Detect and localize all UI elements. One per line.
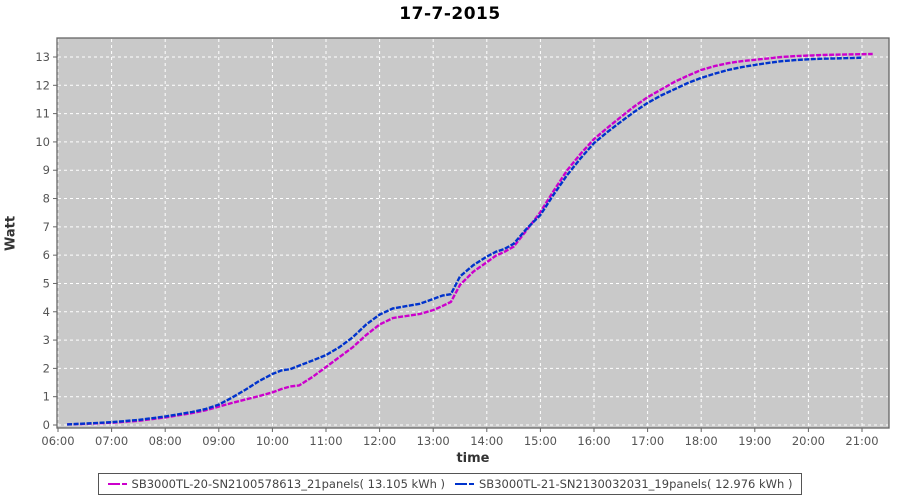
x-tick-label: 07:00: [95, 434, 128, 448]
legend: SB3000TL-20-SN2100578613_21panels( 13.10…: [0, 473, 900, 495]
chart-title: 17-7-2015: [399, 4, 501, 24]
y-tick-label: 9: [43, 163, 50, 177]
x-tick-label: 20:00: [792, 434, 825, 448]
series-line-swatch-magenta: [107, 483, 127, 485]
y-axis-label: Watt: [3, 215, 19, 252]
x-tick-label: 13:00: [417, 434, 450, 448]
x-tick-label: 10:00: [256, 434, 289, 448]
legend-label: SB3000TL-21-SN2130032031_19panels( 12.97…: [479, 477, 793, 491]
y-tick-label: 4: [43, 305, 50, 319]
legend-label: SB3000TL-20-SN2100578613_21panels( 13.10…: [131, 477, 445, 491]
x-tick-label: 18:00: [685, 434, 718, 448]
x-tick-label: 15:00: [524, 434, 557, 448]
x-tick-label: 06:00: [41, 434, 74, 448]
y-tick-label: 13: [35, 50, 50, 64]
x-tick-label: 14:00: [470, 434, 503, 448]
x-tick-label: 19:00: [738, 434, 771, 448]
legend-item-sb3000tl-20: SB3000TL-20-SN2100578613_21panels( 13.10…: [107, 477, 445, 491]
x-axis-label: time: [456, 451, 490, 466]
series-line-swatch-blue: [455, 483, 474, 485]
legend-box: SB3000TL-20-SN2100578613_21panels( 13.10…: [97, 473, 803, 495]
x-tick-label: 11:00: [309, 434, 342, 448]
legend-item-sb3000tl-21: SB3000TL-21-SN2130032031_19panels( 12.97…: [455, 477, 792, 491]
y-tick-label: 7: [43, 220, 50, 234]
y-tick-label: 10: [35, 135, 50, 149]
y-tick-label: 8: [43, 192, 50, 206]
y-tick-label: 12: [35, 78, 50, 92]
x-tick-label: 17:00: [631, 434, 664, 448]
y-tick-label: 0: [43, 418, 50, 432]
series-line: [67, 52, 873, 426]
x-tick-label: 21:00: [845, 434, 878, 448]
y-tick-label: 3: [43, 333, 50, 347]
y-tick-label: 5: [43, 276, 50, 290]
plot-border: [56, 37, 890, 429]
y-tick-label: 2: [43, 361, 50, 375]
x-tick-label: 16:00: [577, 434, 610, 448]
x-tick-label: 12:00: [363, 434, 396, 448]
y-tick-label: 1: [43, 390, 50, 404]
plot-background: [57, 38, 889, 428]
y-tick-label: 11: [35, 107, 50, 121]
x-tick-label: 08:00: [149, 434, 182, 448]
x-tick-label: 09:00: [202, 434, 235, 448]
y-tick-label: 6: [43, 248, 50, 262]
